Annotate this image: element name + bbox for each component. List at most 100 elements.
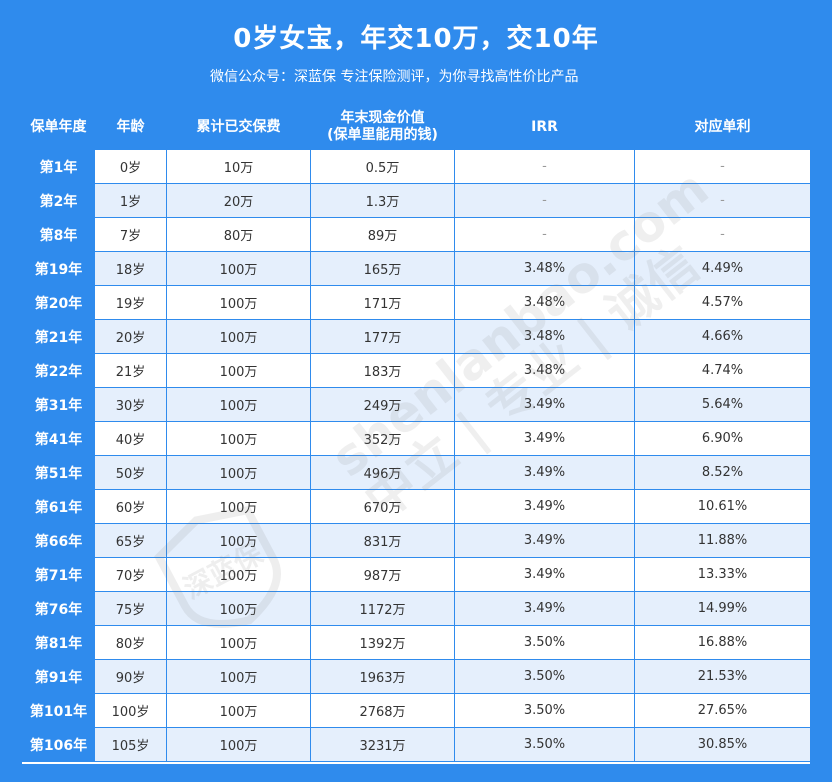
simple-interest-cell: 8.52% — [634, 455, 811, 490]
irr-cell: 3.49% — [454, 455, 635, 490]
total-premium-cell: 100万 — [166, 387, 311, 422]
cash-value-cell: 1392万 — [310, 625, 455, 660]
total-premium-cell: 80万 — [166, 217, 311, 252]
simple-interest-cell: 4.49% — [634, 251, 811, 286]
page-subtitle: 微信公众号：深蓝保 专注保险测评，为你寻找高性价比产品 — [210, 69, 579, 85]
cash-value-cell: 831万 — [310, 523, 455, 558]
total-premium-cell: 20万 — [166, 183, 311, 218]
cash-value-cell: 2768万 — [310, 693, 455, 728]
table-row: 第81年 80岁 100万 1392万 3.50% 16.88% — [22, 625, 811, 660]
irr-cell: - — [454, 183, 635, 218]
irr-cell: 3.50% — [454, 727, 635, 762]
table-row: 第21年 20岁 100万 177万 3.48% 4.66% — [22, 319, 811, 354]
table-header-row: 保单年度 年龄 累计已交保费 年末现金价值 (保单里能用的钱) IRR 对应单利 — [22, 104, 811, 150]
simple-interest-cell: 21.53% — [634, 659, 811, 694]
table-row: 第71年 70岁 100万 987万 3.49% 13.33% — [22, 557, 811, 592]
simple-interest-cell: - — [634, 183, 811, 218]
simple-interest-cell: 14.99% — [634, 591, 811, 626]
simple-interest-cell: 30.85% — [634, 727, 811, 762]
total-premium-cell: 100万 — [166, 727, 311, 762]
irr-cell: - — [454, 217, 635, 252]
age-cell: 20岁 — [94, 319, 167, 354]
table-row: 第51年 50岁 100万 496万 3.49% 8.52% — [22, 455, 811, 490]
age-cell: 65岁 — [94, 523, 167, 558]
age-cell: 75岁 — [94, 591, 167, 626]
total-premium-cell: 100万 — [166, 591, 311, 626]
table-body: 第1年 0岁 10万 0.5万 - - 第2年 1岁 20万 1.3万 - - 第8年 7岁 80万 89万 -… — [22, 149, 811, 762]
simple-interest-cell: 4.66% — [634, 319, 811, 354]
policy-year-cell: 第1年 — [22, 149, 95, 184]
total-premium-cell: 100万 — [166, 285, 311, 320]
total-premium-cell: 100万 — [166, 421, 311, 456]
policy-year-cell: 第8年 — [22, 217, 95, 252]
policy-year-cell: 第66年 — [22, 523, 95, 558]
simple-interest-cell: 4.74% — [634, 353, 811, 388]
age-cell: 30岁 — [94, 387, 167, 422]
total-premium-cell: 100万 — [166, 625, 311, 660]
table-row: 第22年 21岁 100万 183万 3.48% 4.74% — [22, 353, 811, 388]
header: 0岁女宝，年交10万，交10年 微信公众号：深蓝保 专注保险测评，为你寻找高性价… — [0, 0, 832, 104]
cash-value-cell: 3231万 — [310, 727, 455, 762]
irr-cell: 3.48% — [454, 285, 635, 320]
age-cell: 100岁 — [94, 693, 167, 728]
policy-year-cell: 第41年 — [22, 421, 95, 456]
irr-cell: 3.49% — [454, 523, 635, 558]
total-premium-cell: 100万 — [166, 557, 311, 592]
simple-interest-cell: 13.33% — [634, 557, 811, 592]
table-row: 第20年 19岁 100万 171万 3.48% 4.57% — [22, 285, 811, 320]
irr-cell: 3.50% — [454, 693, 635, 728]
irr-cell: 3.49% — [454, 591, 635, 626]
cash-value-cell: 352万 — [310, 421, 455, 456]
table-row: 第101年 100岁 100万 2768万 3.50% 27.65% — [22, 693, 811, 728]
policy-year-cell: 第22年 — [22, 353, 95, 388]
cash-value-cell: 249万 — [310, 387, 455, 422]
age-cell: 1岁 — [94, 183, 167, 218]
total-premium-cell: 100万 — [166, 251, 311, 286]
irr-cell: 3.49% — [454, 387, 635, 422]
policy-year-cell: 第51年 — [22, 455, 95, 490]
table-row: 第41年 40岁 100万 352万 3.49% 6.90% — [22, 421, 811, 456]
simple-interest-cell: - — [634, 217, 811, 252]
table-row: 第61年 60岁 100万 670万 3.49% 10.61% — [22, 489, 811, 524]
table-row: 第8年 7岁 80万 89万 - - — [22, 217, 811, 252]
policy-year-cell: 第106年 — [22, 727, 95, 762]
column-header-cash-value-line1: 年末现金价值 — [340, 110, 425, 126]
policy-year-cell: 第19年 — [22, 251, 95, 286]
total-premium-cell: 100万 — [166, 489, 311, 524]
age-cell: 80岁 — [94, 625, 167, 660]
age-cell: 0岁 — [94, 149, 167, 184]
cash-value-cell: 1963万 — [310, 659, 455, 694]
policy-year-cell: 第71年 — [22, 557, 95, 592]
irr-cell: 3.49% — [454, 557, 635, 592]
table-row: 第76年 75岁 100万 1172万 3.49% 14.99% — [22, 591, 811, 626]
cash-value-cell: 670万 — [310, 489, 455, 524]
column-header-simple-interest: 对应单利 — [634, 104, 811, 150]
total-premium-cell: 100万 — [166, 523, 311, 558]
policy-year-cell: 第76年 — [22, 591, 95, 626]
irr-cell: - — [454, 149, 635, 184]
total-premium-cell: 100万 — [166, 659, 311, 694]
table-row: 第19年 18岁 100万 165万 3.48% 4.49% — [22, 251, 811, 286]
simple-interest-cell: 11.88% — [634, 523, 811, 558]
irr-cell: 3.50% — [454, 625, 635, 660]
cash-value-cell: 1.3万 — [310, 183, 455, 218]
cash-value-cell: 165万 — [310, 251, 455, 286]
column-header-irr: IRR — [454, 104, 635, 150]
irr-cell: 3.48% — [454, 251, 635, 286]
column-header-age: 年龄 — [94, 104, 167, 150]
table-row: 第2年 1岁 20万 1.3万 - - — [22, 183, 811, 218]
policy-year-cell: 第31年 — [22, 387, 95, 422]
irr-cell: 3.48% — [454, 353, 635, 388]
age-cell: 70岁 — [94, 557, 167, 592]
table-row: 第91年 90岁 100万 1963万 3.50% 21.53% — [22, 659, 811, 694]
age-cell: 50岁 — [94, 455, 167, 490]
irr-cell: 3.49% — [454, 421, 635, 456]
policy-year-cell: 第81年 — [22, 625, 95, 660]
page-title: 0岁女宝，年交10万，交10年 — [233, 24, 599, 54]
age-cell: 21岁 — [94, 353, 167, 388]
column-header-policy-year: 保单年度 — [22, 104, 95, 150]
cash-value-cell: 987万 — [310, 557, 455, 592]
data-table-container: 保单年度 年龄 累计已交保费 年末现金价值 (保单里能用的钱) IRR 对应单利… — [22, 104, 811, 764]
simple-interest-cell: 10.61% — [634, 489, 811, 524]
simple-interest-cell: 27.65% — [634, 693, 811, 728]
